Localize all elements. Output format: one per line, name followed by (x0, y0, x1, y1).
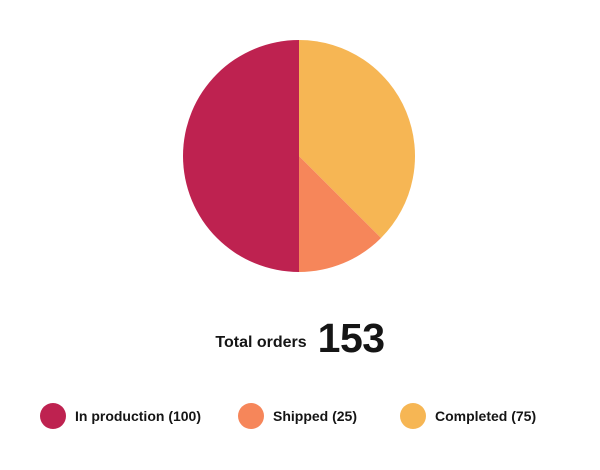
legend-swatch-completed (400, 403, 426, 429)
legend-label-in-production: In production (100) (75, 408, 201, 424)
slice-completed (299, 40, 415, 239)
legend-item-in-production: In production (100) (40, 403, 201, 429)
legend-item-completed: Completed (75) (400, 403, 536, 429)
pie-chart (183, 40, 415, 272)
legend-label-completed: Completed (75) (435, 408, 537, 424)
total-orders-summary: Total orders 153 (0, 312, 600, 364)
legend-label-shipped: Shipped (25) (273, 408, 358, 424)
total-orders-label: Total orders (215, 334, 307, 351)
slice-shipped (299, 156, 382, 272)
legend-item-shipped: Shipped (25) (238, 403, 357, 429)
legend-swatch-shipped (238, 403, 264, 429)
legend-swatch-in-production (40, 403, 66, 429)
total-orders-value: 153 (317, 314, 385, 361)
chart-legend: In production (100) Shipped (25) Complet… (0, 399, 600, 433)
pie-chart-area (183, 40, 415, 272)
slice-in-production (183, 40, 299, 272)
